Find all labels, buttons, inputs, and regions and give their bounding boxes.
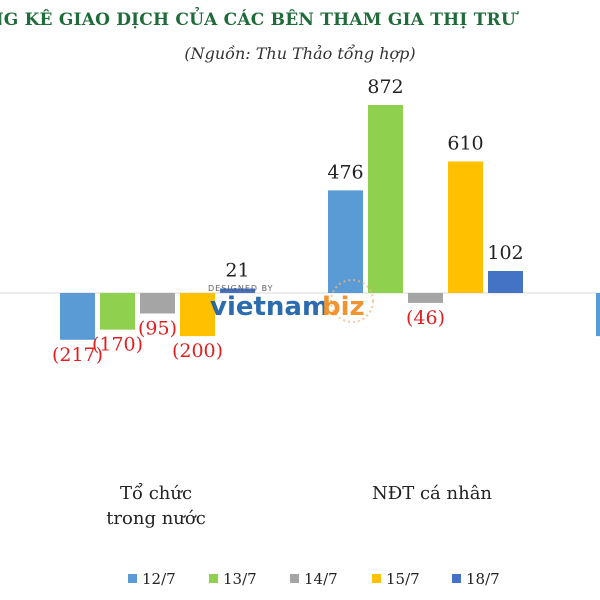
value-label-15-7-cat0: (200) — [172, 340, 223, 362]
bar-12-7-cat2 — [596, 293, 600, 337]
bar-12-7-cat1 — [328, 190, 363, 293]
value-label-13-7-cat0: (170) — [92, 334, 143, 356]
value-label-14-7-cat1: (46) — [406, 307, 445, 329]
legend-label-12-7: 12/7 — [142, 570, 176, 588]
bar-14-7-cat1 — [408, 293, 443, 303]
bar-18-7-cat0 — [220, 288, 255, 293]
value-label-12-7-cat0: (217) — [52, 344, 103, 366]
watermark-brand-accent: biz — [322, 292, 365, 322]
watermark-ring-icon — [330, 279, 374, 323]
bar-14-7-cat0 — [140, 293, 175, 314]
value-label-18-7-cat1: 102 — [487, 242, 523, 264]
chart-subtitle: (Nguồn: Thu Thảo tổng hợp) — [184, 44, 416, 63]
category-label-0-0: Tổ chức — [120, 482, 192, 504]
bar-15-7-cat0 — [180, 293, 215, 337]
value-label-13-7-cat1: 872 — [367, 76, 403, 98]
watermark-brand-main: vietnam — [210, 292, 329, 322]
chart-title: NG KÊ GIAO DỊCH CỦA CÁC BÊN THAM GIA THỊ… — [0, 10, 516, 30]
category-label-1-0: NĐT cá nhân — [372, 483, 492, 504]
legend-label-15-7: 15/7 — [386, 570, 420, 588]
bar-13-7-cat1 — [368, 105, 403, 293]
legend-swatch-12-7 — [128, 574, 137, 583]
legend-swatch-13-7 — [209, 574, 218, 583]
bar-13-7-cat0 — [100, 293, 135, 330]
value-label-15-7-cat1: 610 — [447, 132, 483, 154]
bar-15-7-cat1 — [448, 161, 483, 293]
bar-12-7-cat0 — [60, 293, 95, 340]
legend-swatch-15-7 — [372, 574, 381, 583]
value-label-18-7-cat0: 21 — [225, 259, 249, 281]
watermark-designed-by: DESIGNED BY — [208, 284, 274, 293]
category-label-0-1: trong nước — [106, 508, 206, 529]
legend-label-18-7: 18/7 — [466, 570, 500, 588]
value-label-12-7-cat1: 476 — [327, 161, 363, 183]
legend-label-14-7: 14/7 — [304, 570, 338, 588]
bar-18-7-cat1 — [488, 271, 523, 293]
legend-swatch-14-7 — [290, 574, 299, 583]
legend-label-13-7: 13/7 — [223, 570, 257, 588]
legend-swatch-18-7 — [452, 574, 461, 583]
value-label-14-7-cat0: (95) — [138, 317, 177, 339]
